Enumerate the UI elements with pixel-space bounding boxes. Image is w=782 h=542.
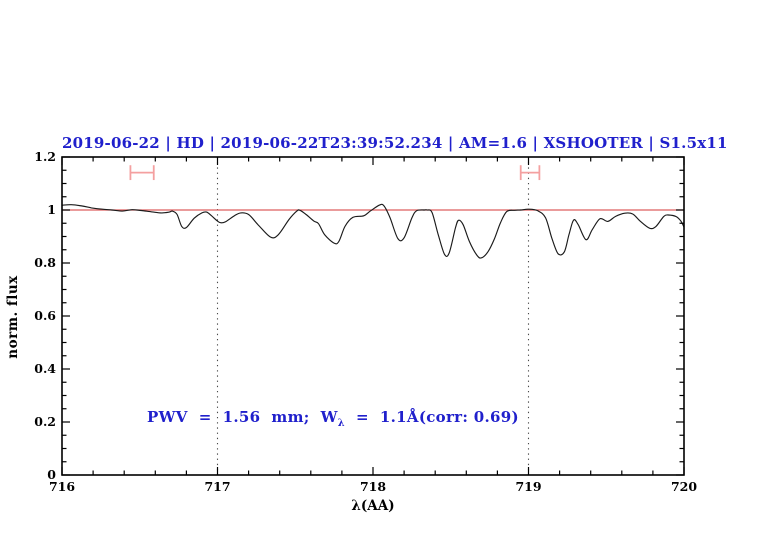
lambda-subscript-icon: λ bbox=[337, 418, 345, 429]
y-tick-label: 0.4 bbox=[34, 361, 56, 376]
x-axis-label: λ(AA) bbox=[351, 498, 395, 514]
pwv-annotation-text-left: PWV = 1.56 mm; W bbox=[147, 408, 338, 426]
plot-title: 2019-06-22 | HD | 2019-06-22T23:39:52.23… bbox=[62, 134, 728, 152]
x-tick-label: 718 bbox=[359, 479, 387, 494]
x-tick-label: 719 bbox=[515, 479, 542, 494]
pwv-annotation-text-right: = 1.1Å(corr: 0.69) bbox=[344, 408, 519, 426]
y-tick-label: 0.6 bbox=[34, 308, 56, 323]
pwv-annotation: PWV = 1.56 mm; Wλ = 1.1Å(corr: 0.69) bbox=[147, 408, 519, 429]
plot-frame bbox=[61, 156, 685, 476]
y-tick-label: 1 bbox=[47, 202, 56, 217]
x-tick-label: 716 bbox=[48, 479, 76, 494]
spectrum-curve bbox=[61, 203, 685, 259]
x-tick-label: 720 bbox=[670, 479, 698, 494]
y-tick-label: 1.2 bbox=[34, 149, 56, 164]
y-tick-label: 0.8 bbox=[34, 255, 56, 270]
y-tick-label: 0.2 bbox=[34, 414, 56, 429]
y-tick-label: 0 bbox=[47, 467, 56, 482]
x-tick-label: 717 bbox=[204, 479, 231, 494]
pwv-error-bars bbox=[129, 165, 541, 181]
